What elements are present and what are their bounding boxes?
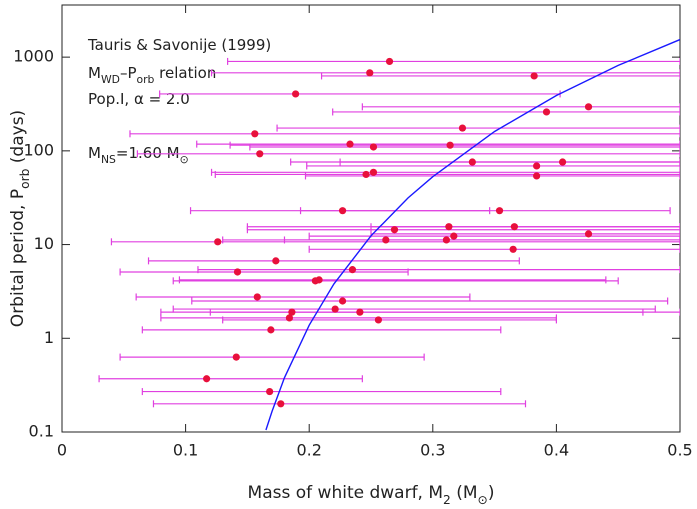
- curve: [265, 38, 680, 431]
- point: [288, 308, 296, 316]
- point: [495, 207, 504, 215]
- text-part: ): [488, 483, 495, 503]
- x-tick-label: 0.3: [420, 441, 445, 460]
- text-part: Pop.I, α = 2.0: [88, 90, 190, 108]
- text-part: –P: [120, 64, 137, 82]
- point: [277, 400, 285, 408]
- plot-layer: [98, 38, 680, 431]
- x-axis-title: Mass of white dwarf, M2 (M⊙): [248, 483, 495, 507]
- point: [390, 226, 399, 234]
- point: [458, 124, 467, 132]
- x-tick-label: 0: [57, 441, 67, 460]
- text-part: =1.60 M: [116, 144, 180, 162]
- point: [233, 268, 242, 276]
- text-part: orb: [18, 168, 32, 189]
- text-part: 2: [443, 493, 451, 507]
- point: [356, 308, 364, 316]
- point: [232, 353, 240, 361]
- point: [385, 57, 394, 66]
- point: [442, 236, 450, 244]
- x-tick-label: 0.2: [296, 441, 321, 460]
- text-part: (M: [451, 483, 478, 503]
- point: [203, 375, 211, 383]
- text-part: M: [88, 64, 101, 82]
- point: [533, 172, 541, 180]
- text-part: Tauris & Savonije (1999): [87, 36, 271, 54]
- x-tick-label: 0.5: [667, 441, 692, 460]
- point: [311, 277, 319, 285]
- text-part: ⊙: [478, 493, 488, 507]
- text-part: orb: [137, 73, 155, 86]
- point: [530, 72, 538, 80]
- annotation: Tauris & Savonije (1999): [87, 36, 271, 54]
- point: [468, 158, 476, 166]
- annotation: MWD–Porb relation: [88, 64, 216, 86]
- point: [446, 141, 454, 149]
- text-part: NS: [101, 153, 116, 166]
- point: [214, 238, 222, 246]
- annotation: Pop.I, α = 2.0: [88, 90, 190, 108]
- x-tick-label: 0.4: [544, 441, 569, 460]
- y-tick-label: 10: [34, 234, 54, 253]
- point: [445, 223, 453, 231]
- point: [338, 207, 347, 215]
- point: [285, 314, 294, 322]
- point: [542, 108, 551, 116]
- point: [338, 297, 347, 305]
- point: [362, 170, 370, 179]
- point: [267, 326, 275, 334]
- text-part: Mass of white dwarf, M: [248, 483, 443, 503]
- point: [509, 245, 517, 253]
- point: [366, 69, 374, 77]
- plot-frame: [61, 4, 681, 433]
- y-tick-label: 1: [44, 328, 54, 347]
- point: [292, 90, 300, 98]
- text-part: M: [88, 144, 101, 162]
- point: [450, 232, 458, 240]
- point: [251, 130, 259, 138]
- point: [584, 103, 593, 111]
- point: [374, 316, 383, 324]
- point: [253, 293, 261, 301]
- x-tick-label: 0.1: [173, 441, 198, 460]
- text-part: ⊙: [180, 153, 189, 166]
- point: [369, 143, 378, 151]
- point: [510, 223, 518, 231]
- y-tick-label: 1000: [13, 47, 54, 66]
- y-tick-label: 100: [23, 140, 54, 159]
- point: [348, 266, 357, 274]
- annotation: MNS=1.60 M⊙: [88, 144, 189, 166]
- point: [382, 236, 390, 244]
- point: [584, 230, 593, 238]
- text-part: (days): [8, 110, 28, 169]
- text-part: Orbital period, P: [8, 189, 28, 327]
- y-axis-title: Orbital period, Porb (days): [8, 110, 32, 327]
- point: [533, 162, 541, 170]
- point: [558, 158, 567, 166]
- point: [369, 168, 378, 176]
- point: [266, 387, 274, 396]
- y-tick-label: 0.1: [29, 422, 54, 441]
- text-part: WD: [101, 73, 120, 86]
- point: [256, 150, 264, 158]
- point: [331, 305, 339, 313]
- point: [272, 257, 280, 265]
- text-part: relation: [154, 64, 216, 82]
- point: [346, 140, 354, 148]
